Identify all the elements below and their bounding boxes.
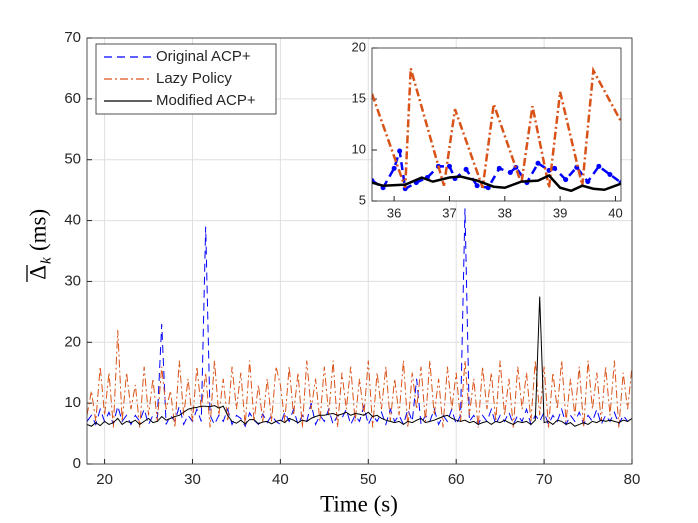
- marker: [607, 171, 613, 177]
- y-tick-label: 30: [64, 272, 81, 289]
- y-tick-label: 15: [352, 90, 366, 105]
- y-axis-label: Δ k (ms): [25, 209, 54, 282]
- inset: 36 37 38 39 40 5 10 15 20: [352, 39, 623, 220]
- marker: [463, 166, 469, 172]
- x-tick-label: 80: [624, 471, 641, 488]
- legend: Original ACP+ Lazy Policy Modified ACP+: [95, 43, 277, 115]
- y-tick-label: 10: [352, 141, 366, 156]
- x-tick-label: 70: [536, 471, 553, 488]
- marker: [496, 165, 502, 171]
- line-series: [87, 296, 632, 427]
- y-tick-label: 40: [64, 212, 81, 229]
- axes-box: [371, 47, 622, 202]
- x-tick-label: 60: [448, 471, 465, 488]
- x-tick-label: 37: [442, 205, 456, 220]
- y-tick-label: 70: [64, 29, 81, 46]
- x-axis-label: Time (s): [320, 491, 398, 516]
- marker: [446, 163, 452, 169]
- line-series: [87, 208, 632, 428]
- marker: [397, 148, 403, 154]
- y-tick-label: 10: [64, 394, 81, 411]
- series-lines: [87, 208, 632, 428]
- axes-box: [86, 37, 633, 465]
- x-tick-label: 40: [272, 471, 289, 488]
- marker: [596, 163, 602, 169]
- x-tick-label: 39: [553, 205, 567, 220]
- y-label-symbol: Δ: [25, 265, 50, 280]
- marker: [507, 169, 513, 175]
- line-series: [372, 173, 621, 193]
- y-tick-label: 0: [73, 455, 81, 472]
- line-series: [372, 66, 621, 189]
- y-tick-label: 20: [64, 333, 81, 350]
- y-label-unit: (ms): [25, 209, 50, 251]
- x-tick-label: 20: [96, 471, 113, 488]
- x-tick-label: 30: [184, 471, 201, 488]
- series-lines: [372, 66, 621, 193]
- y-label-subscript: k: [38, 257, 54, 264]
- x-tick-label: 40: [608, 205, 622, 220]
- legend-label: Modified ACP+: [156, 92, 256, 109]
- legend-label: Lazy Policy: [156, 70, 232, 87]
- y-tick-label: 60: [64, 90, 81, 107]
- y-tick-label: 5: [359, 192, 366, 207]
- marker: [585, 179, 591, 185]
- marker: [474, 183, 480, 189]
- marker: [485, 185, 491, 191]
- marker: [535, 160, 541, 166]
- x-tick-label: 50: [360, 471, 377, 488]
- x-tick-label: 38: [498, 205, 512, 220]
- marker: [391, 165, 397, 171]
- line-series: [87, 330, 632, 428]
- y-tick-label: 50: [64, 151, 81, 168]
- marker: [563, 177, 569, 183]
- legend-label: Original ACP+: [156, 48, 251, 65]
- y-tick-label: 20: [352, 39, 366, 54]
- marker: [552, 165, 558, 171]
- x-tick-label: 36: [387, 205, 401, 220]
